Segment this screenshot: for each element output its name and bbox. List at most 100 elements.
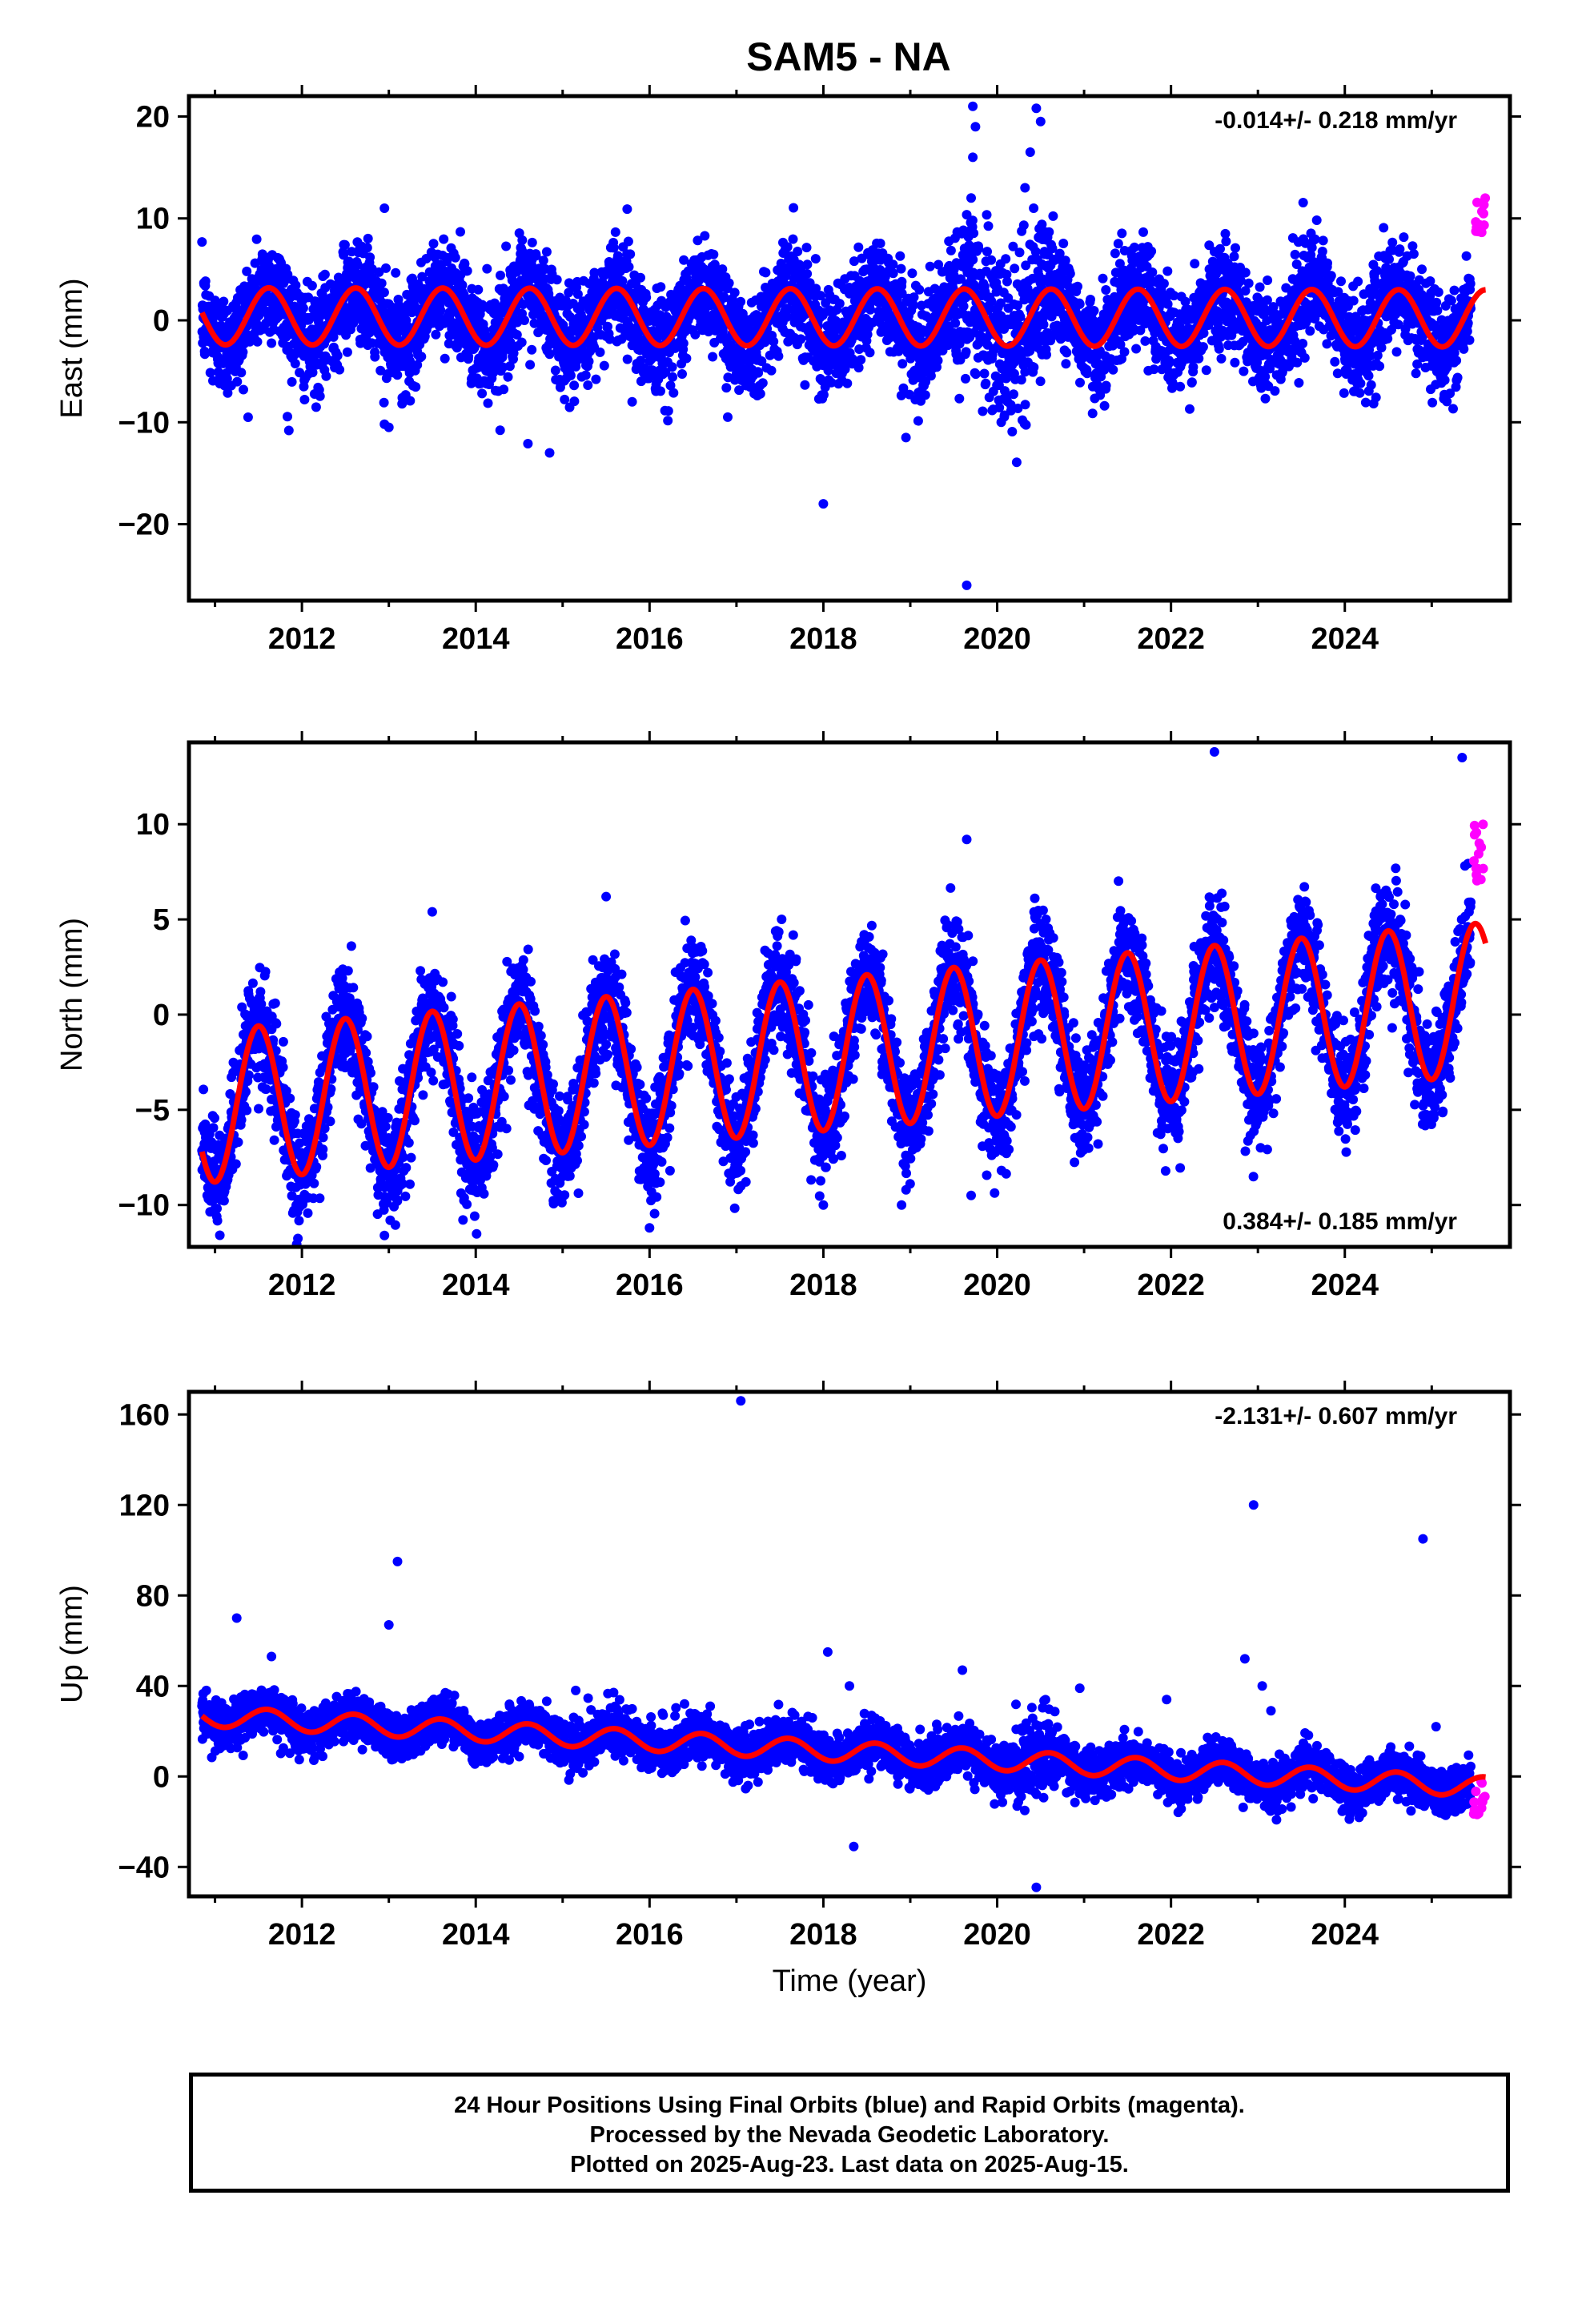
east-data-point <box>857 253 867 263</box>
east-data-point <box>663 416 673 426</box>
east-data-point <box>1113 239 1123 249</box>
east-data-point <box>1002 269 1012 279</box>
east-data-point <box>1089 306 1099 316</box>
east-data-point <box>962 210 972 220</box>
east-data-point <box>681 353 692 364</box>
east-data-point <box>796 334 806 344</box>
east-data-point <box>897 288 907 299</box>
east-data-point <box>801 243 812 253</box>
east-data-point <box>344 256 354 267</box>
east-data-point <box>981 378 991 388</box>
east-data-point <box>849 256 859 267</box>
east-data-point <box>1075 377 1085 388</box>
east-data-point <box>376 278 387 288</box>
east-data-point <box>223 388 233 398</box>
east-data-point <box>569 396 580 407</box>
east-data-point <box>1194 353 1204 364</box>
east-data-point <box>946 245 956 255</box>
east-data-point <box>1333 287 1343 297</box>
east-data-point <box>1002 276 1012 287</box>
east-data-point <box>1119 347 1130 357</box>
east-data-point <box>412 360 423 370</box>
east-data-point <box>550 365 560 376</box>
east-data-point <box>1186 377 1197 388</box>
east-data-point <box>810 254 821 264</box>
east-data-point <box>1322 339 1332 349</box>
east-data-point <box>236 368 247 378</box>
east-data-point <box>1008 241 1018 251</box>
east-data-point <box>961 347 971 357</box>
east-data-point <box>677 369 687 379</box>
east-data-point <box>1175 381 1186 392</box>
east-data-point <box>1165 357 1174 368</box>
east-data-point <box>761 267 771 278</box>
east-data-point <box>724 278 734 288</box>
east-data-point <box>668 372 678 382</box>
east-data-point <box>599 360 609 371</box>
east-data-point <box>200 276 211 287</box>
east-data-point <box>242 266 252 276</box>
east-data-point <box>1099 400 1110 411</box>
east-data-point <box>897 359 908 369</box>
east-data-point <box>1270 386 1280 396</box>
east-data-point <box>1323 258 1332 268</box>
east-data-point <box>920 390 930 400</box>
east-data-point <box>1140 336 1150 346</box>
east-data-point <box>560 394 570 404</box>
east-data-point <box>667 362 677 372</box>
east-data-point <box>1147 267 1158 277</box>
plots-canvas: 2012 2014 2016 2018 2020 2022 2024−20−1001020E… <box>55 85 1521 1998</box>
east-data-point <box>982 247 992 257</box>
east-data-point <box>1086 295 1095 304</box>
east-data-point <box>1044 227 1054 237</box>
east-data-point <box>565 370 576 380</box>
east-data-point <box>335 364 345 375</box>
east-data-point <box>1042 349 1051 360</box>
east-data-point <box>527 237 537 247</box>
east-data-point <box>625 249 636 259</box>
east-data-point <box>1061 359 1071 369</box>
east-data-point <box>636 356 646 365</box>
east-data-point <box>440 353 450 364</box>
east-data-point <box>1073 281 1082 292</box>
east-data-point <box>755 388 765 399</box>
east-data-point <box>994 403 1005 412</box>
east-data-point <box>1379 223 1389 233</box>
east-data-point <box>533 328 544 338</box>
east-data-point <box>583 380 593 390</box>
east-data-point <box>888 259 898 270</box>
east-data-point <box>974 243 984 254</box>
east-data-point <box>610 227 620 237</box>
east-data-point <box>1384 254 1394 264</box>
east-data-point <box>898 383 909 393</box>
east-data-point <box>865 348 875 358</box>
east-data-point <box>881 279 891 289</box>
east-data-point <box>1298 198 1308 207</box>
east-data-point <box>1199 328 1209 338</box>
east-data-point <box>1087 408 1098 419</box>
east-data-point <box>1029 362 1039 372</box>
east-data-point <box>1383 333 1393 344</box>
east-data-point <box>315 391 325 401</box>
east-data-point <box>496 270 505 280</box>
east-data-point <box>299 395 310 404</box>
east-data-point <box>865 304 876 315</box>
east-data-point <box>291 280 301 291</box>
east-data-point <box>1110 248 1120 259</box>
east-data-point <box>197 237 207 247</box>
east-data-point <box>1240 286 1251 296</box>
east-data-point <box>1188 362 1199 372</box>
east-data-point <box>436 305 446 316</box>
east-data-point <box>1239 366 1249 376</box>
east-data-point <box>392 370 403 380</box>
east-data-point <box>678 338 689 348</box>
east-data-point <box>1013 300 1023 311</box>
east-data-point <box>709 249 719 259</box>
east-data-point <box>332 351 343 360</box>
east-data-point <box>789 203 799 213</box>
east-data-point <box>926 371 936 381</box>
east-data-point <box>933 356 943 366</box>
east-data-point <box>679 255 689 265</box>
east-data-point <box>252 336 263 347</box>
east-data-point <box>982 210 992 220</box>
